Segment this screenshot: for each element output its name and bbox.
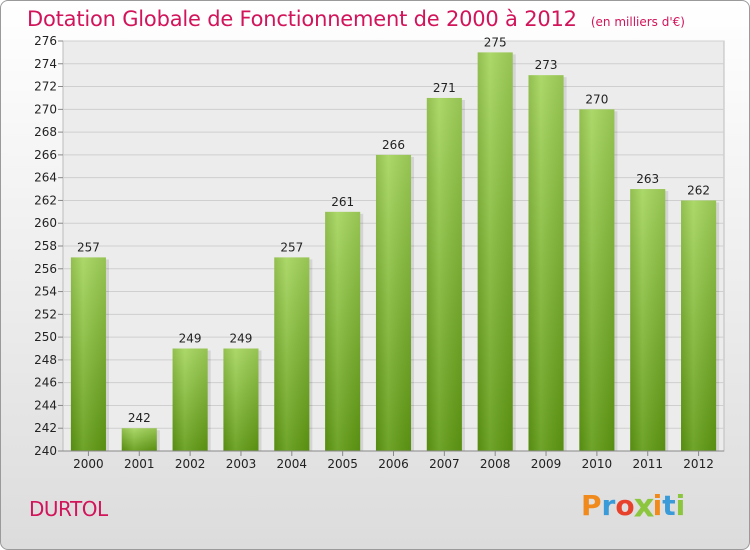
- y-tick-label: 244: [34, 398, 57, 412]
- data-label: 266: [382, 138, 405, 152]
- logo-letter: x: [633, 486, 655, 525]
- data-label: 249: [230, 332, 253, 346]
- y-tick-label: 276: [34, 34, 57, 48]
- logo-letter: t: [662, 489, 676, 522]
- y-tick-label: 268: [34, 125, 57, 139]
- y-tick-label: 252: [34, 307, 57, 321]
- x-tick-label: 2006: [378, 457, 409, 471]
- y-tick-label: 270: [34, 102, 57, 116]
- data-label: 270: [585, 92, 608, 106]
- bar-highlight: [325, 211, 361, 451]
- chart-title: Dotation Globale de Fonctionnement de 20…: [27, 7, 685, 31]
- y-tick-label: 260: [34, 216, 57, 230]
- bar-highlight: [579, 109, 615, 451]
- x-tick-label: 2003: [226, 457, 257, 471]
- y-tick-label: 264: [34, 171, 57, 185]
- y-tick-label: 254: [34, 285, 57, 299]
- data-label: 257: [77, 240, 100, 254]
- x-tick-label: 2002: [175, 457, 206, 471]
- x-tick-label: 2004: [277, 457, 308, 471]
- bar-highlight: [426, 97, 462, 451]
- y-tick-label: 246: [34, 376, 57, 390]
- data-label: 249: [179, 332, 202, 346]
- bar-highlight: [223, 348, 259, 451]
- y-tick-label: 272: [34, 80, 57, 94]
- logo-letter: P: [581, 489, 602, 522]
- y-tick-label: 250: [34, 330, 57, 344]
- data-label: 271: [433, 81, 456, 95]
- bar-highlight: [477, 52, 513, 452]
- y-tick-label: 262: [34, 193, 57, 207]
- y-tick-label: 248: [34, 353, 57, 367]
- y-tick-label: 274: [34, 57, 57, 71]
- bar-highlight: [172, 348, 208, 451]
- bar-highlight: [70, 257, 106, 451]
- x-tick-label: 2009: [531, 457, 562, 471]
- data-label: 273: [535, 58, 558, 72]
- bar-highlight: [375, 154, 412, 451]
- x-tick-label: 2010: [582, 457, 613, 471]
- logo-letter: o: [615, 489, 635, 522]
- logo-letter: r: [601, 489, 616, 522]
- bar-highlight: [681, 200, 717, 451]
- x-tick-label: 2001: [124, 457, 155, 471]
- x-tick-label: 2007: [429, 457, 460, 471]
- chart-subtitle: (en milliers d'€): [590, 15, 685, 29]
- data-label: 242: [128, 411, 151, 425]
- logo-letter: i: [652, 489, 663, 522]
- bar-highlight: [630, 189, 666, 452]
- x-tick-label: 2000: [73, 457, 104, 471]
- y-tick-label: 256: [34, 262, 57, 276]
- data-label: 275: [484, 35, 507, 49]
- data-label: 263: [636, 172, 659, 186]
- data-label: 261: [331, 195, 354, 209]
- bar-highlight: [121, 428, 157, 451]
- x-tick-label: 2005: [327, 457, 358, 471]
- data-label: 257: [280, 240, 303, 254]
- y-tick-label: 258: [34, 239, 57, 253]
- y-tick-label: 266: [34, 148, 57, 162]
- data-label: 262: [687, 183, 710, 197]
- city-name: DURTOL: [29, 497, 108, 521]
- bar-highlight: [274, 257, 310, 451]
- y-tick-label: 240: [34, 444, 57, 458]
- proxiti-logo: Proxiti: [581, 486, 686, 525]
- chart-title-text: Dotation Globale de Fonctionnement de 20…: [27, 7, 577, 31]
- x-tick-label: 2008: [480, 457, 511, 471]
- x-tick-label: 2011: [632, 457, 663, 471]
- x-tick-label: 2012: [683, 457, 714, 471]
- y-tick-label: 242: [34, 421, 57, 435]
- bar-highlight: [528, 75, 564, 452]
- logo-letter: i: [675, 489, 686, 522]
